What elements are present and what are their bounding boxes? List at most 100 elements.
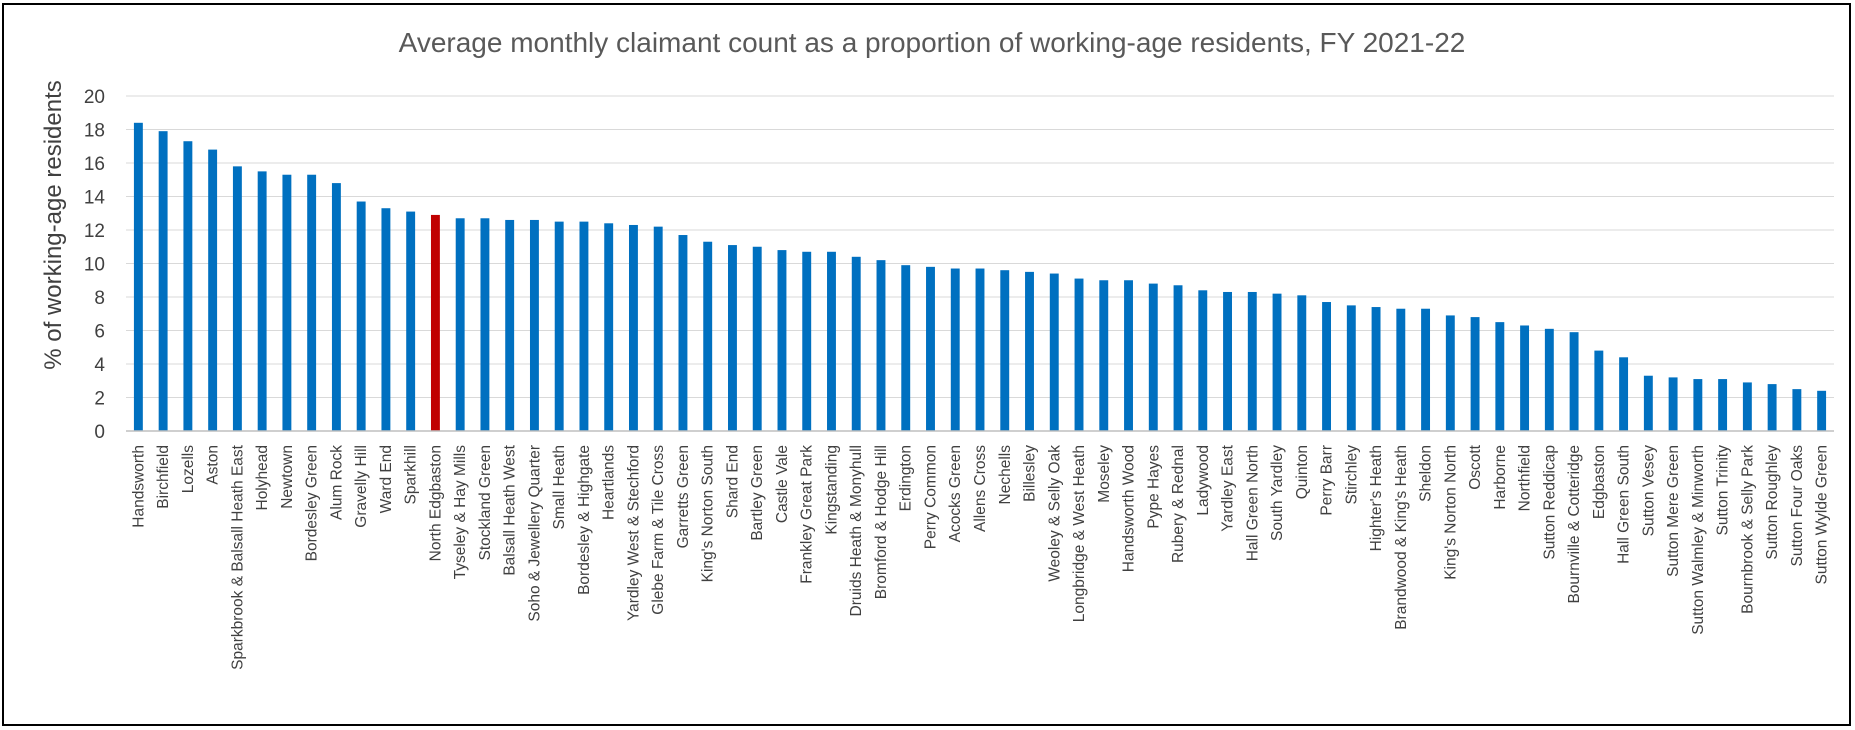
bar [1223, 291, 1232, 431]
bar [1346, 305, 1356, 431]
bar [1173, 285, 1183, 431]
bar [851, 256, 861, 431]
x-category-label: Small Heath [551, 445, 568, 529]
y-tick-label: 10 [84, 255, 105, 276]
x-category-label: Northfield [1517, 445, 1534, 511]
x-category-label: Moseley [1096, 445, 1113, 503]
y-tick-label: 8 [94, 288, 105, 309]
bar [628, 224, 638, 431]
x-category-label: Allens Cross [972, 445, 989, 532]
x-category-label: Stockland Green [477, 445, 494, 560]
bar [381, 208, 391, 431]
x-category-label: Yardley West & Stechford [625, 445, 642, 621]
bar [257, 171, 267, 431]
bar [455, 218, 465, 431]
x-category-label: Perry Common [922, 445, 939, 549]
x-category-label: Glebe Farm & Tile Cross [650, 445, 667, 615]
x-category-label: Bordesley Green [304, 445, 321, 561]
x-category-label: Yardley East [1220, 444, 1237, 531]
bar [975, 268, 985, 431]
x-category-label: Birchfield [155, 445, 172, 509]
x-category-label: Hall Green South [1616, 445, 1633, 564]
bar [1074, 278, 1084, 431]
bar [1742, 382, 1752, 431]
x-category-label: Tyseley & Hay Mills [452, 445, 469, 580]
x-category-label: Sheldon [1418, 445, 1435, 502]
x-category-label: Kingstanding [823, 445, 840, 535]
x-category-label: Bournbrook & Selly Park [1739, 445, 1756, 614]
bar [1569, 332, 1579, 431]
bar [356, 201, 366, 431]
x-category-label: Bordesley & Highgate [576, 445, 593, 595]
x-category-label: Bartley Green [749, 445, 766, 541]
bar [703, 241, 713, 431]
bar [1619, 357, 1629, 431]
bar [1594, 350, 1604, 431]
bar [1693, 379, 1703, 431]
bar [554, 221, 564, 431]
x-category-label: Ward End [378, 445, 395, 513]
y-tick-label: 20 [84, 87, 105, 108]
x-category-label: Gravelly Hill [353, 445, 370, 528]
x-category-label: King's Norton North [1442, 445, 1459, 580]
y-axis-title: % of working-age residents [40, 80, 67, 369]
x-category-label: Oscott [1467, 444, 1484, 489]
bars [133, 122, 1827, 432]
x-category-label: North Edgbaston [427, 445, 444, 561]
bar [505, 219, 515, 431]
x-category-label: Stirchley [1343, 445, 1360, 505]
x-category-label: Aston [205, 445, 222, 485]
x-category-label: Sutton Roughley [1764, 445, 1781, 560]
bar [728, 245, 737, 431]
bar [1272, 293, 1282, 431]
bar [1297, 295, 1307, 431]
x-category-label: Sutton Reddicap [1541, 445, 1558, 560]
chart-title: Average monthly claimant count as a prop… [399, 27, 1466, 58]
bar [1495, 322, 1505, 431]
x-category-label: Sutton Wylde Green [1814, 445, 1831, 584]
x-category-label: Castle Vale [774, 445, 791, 523]
bar [950, 268, 960, 431]
x-category-label: Garretts Green [675, 445, 692, 548]
x-category-label: Bromford & Hodge Hill [873, 445, 890, 599]
bar [752, 246, 762, 431]
bar [1544, 328, 1554, 431]
x-category-label: Balsall Heath West [502, 444, 519, 575]
bar-chart: Average monthly claimant count as a prop… [40, 27, 1834, 670]
bar [777, 250, 787, 431]
y-tick-label: 0 [94, 422, 105, 443]
x-category-label: Quinton [1294, 445, 1311, 499]
bar [1520, 325, 1530, 431]
bar [876, 260, 886, 431]
x-category-label: Nechells [997, 445, 1014, 505]
bar [183, 141, 193, 431]
x-category-label: Alum Rock [328, 445, 345, 520]
x-category-label: Weoley & Selly Oak [1046, 445, 1063, 582]
bar [1371, 307, 1381, 431]
bar [1817, 390, 1827, 431]
x-category-label: Sutton Trinity [1715, 445, 1732, 536]
x-category-label: Sparkbrook & Balsall Heath East [229, 444, 246, 670]
bar [133, 122, 143, 432]
bar [307, 174, 317, 431]
bar [1124, 280, 1133, 431]
x-category-label: Perry Barr [1319, 445, 1336, 516]
bar [926, 266, 935, 431]
y-tick-label: 2 [94, 389, 105, 410]
x-category-label: Lozells [180, 445, 197, 493]
bar [1421, 308, 1431, 431]
bar [1643, 375, 1653, 431]
y-tick-label: 6 [94, 322, 105, 343]
bar [678, 235, 688, 431]
bar [1396, 308, 1406, 431]
bar [827, 251, 836, 431]
x-category-label: Handsworth Wood [1121, 445, 1138, 572]
x-category-label: Billesley [1022, 445, 1039, 502]
x-category-label: Brandwood & King's Heath [1393, 445, 1410, 630]
bar [208, 149, 218, 431]
y-tick-label: 14 [84, 188, 106, 209]
bar [1767, 384, 1777, 431]
x-category-label: Bournville & Cotteridge [1566, 445, 1583, 604]
bar [1668, 377, 1678, 431]
x-category-label: Newtown [279, 445, 296, 509]
